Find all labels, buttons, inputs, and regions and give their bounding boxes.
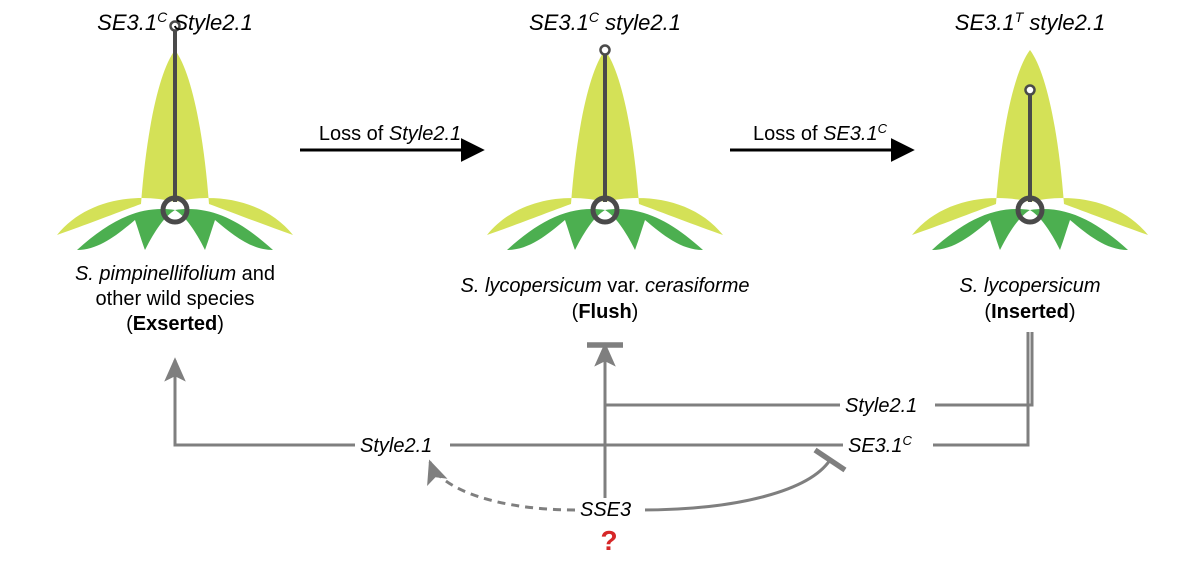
arrow-mid-to-right-label: Loss of SE3.1C (753, 121, 888, 146)
species-left-line1: S. pimpinellifolium and (75, 263, 275, 285)
edge-style21-inhibits-mid: Style2.1 (605, 332, 1032, 417)
genotype-left: SE3.1C Style2.1 (97, 9, 253, 35)
question-mark: ? (600, 525, 617, 556)
genotype-right: SE3.1T style2.1 (955, 9, 1105, 35)
species-right-line1: S. lycopersicum (959, 275, 1100, 297)
edge-se31c-right: SE3.1C (605, 332, 1028, 457)
species-left-paren: (Exserted) (126, 313, 224, 335)
species-mid-paren: (Flush) (572, 301, 639, 323)
flower-flush (487, 46, 723, 251)
species-right-paren: (Inserted) (984, 301, 1075, 323)
label-style21-right: Style2.1 (845, 395, 917, 417)
label-style21-left: Style2.1 (360, 435, 432, 457)
diagram-canvas: SE3.1C Style2.1 SE3.1C style2.1 SE3.1T s… (0, 0, 1200, 580)
edge-style21-activates-left: Style2.1 (175, 360, 605, 457)
edge-sse3-inhibits-se31c (640, 460, 830, 510)
edge-sse3-dashed (430, 462, 575, 510)
flower-exserted (57, 22, 293, 251)
species-mid-line1: S. lycopersicum var. cerasiforme (461, 275, 750, 297)
arrow-left-to-mid-label: Loss of Style2.1 (319, 123, 461, 145)
species-left-line2: other wild species (96, 288, 255, 310)
genotype-mid: SE3.1C style2.1 (529, 9, 681, 35)
flower-inserted (912, 50, 1148, 250)
label-sse3: SSE3 (580, 499, 631, 521)
